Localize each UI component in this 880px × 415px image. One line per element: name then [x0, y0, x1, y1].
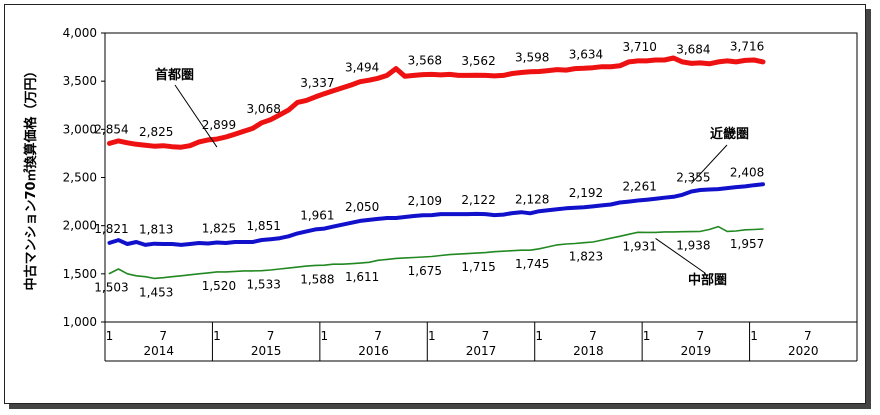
- x-month-tick-label: 1: [428, 329, 436, 343]
- data-label: 1,533: [246, 278, 280, 292]
- data-label: 1,453: [139, 285, 173, 299]
- chart-frame: 中古マンション70㎡換算価格（万円） 1,000 1,500 2,000 2,500 3…: [4, 4, 866, 404]
- x-month-tick-label: 7: [482, 329, 490, 343]
- data-label: 3,562: [461, 54, 495, 68]
- data-label: 1,825: [202, 222, 236, 236]
- x-month-tick-label: 1: [535, 329, 543, 343]
- plot-border: [104, 32, 858, 323]
- series-name-label: 中部圏: [688, 272, 727, 288]
- data-label: 1,503: [94, 281, 128, 295]
- series-label-leader: [691, 144, 728, 184]
- data-label: 1,851: [246, 219, 280, 233]
- series-name-label: 首都圏: [155, 67, 194, 83]
- x-year-label: 2015: [251, 344, 282, 358]
- data-label: 2,050: [345, 200, 379, 214]
- x-month-tick-label: 7: [374, 329, 382, 343]
- data-label: 2,854: [94, 122, 128, 136]
- x-month-tick-label: 7: [804, 329, 812, 343]
- data-label: 3,068: [246, 102, 280, 116]
- x-year-label: 2020: [788, 344, 819, 358]
- data-label: 3,684: [676, 42, 710, 56]
- data-label: 2,825: [139, 125, 173, 139]
- x-month-tick-label: 1: [106, 329, 114, 343]
- data-label: 2,122: [461, 193, 495, 207]
- data-label: 1,745: [515, 257, 549, 271]
- x-month-tick-label: 1: [321, 329, 329, 343]
- series-label-leader: [174, 84, 218, 148]
- x-year-label: 2014: [143, 344, 174, 358]
- data-label: 2,261: [622, 180, 656, 194]
- data-label: 2,128: [515, 192, 549, 206]
- x-year-label: 2017: [466, 344, 497, 358]
- y-tick-label: 1,500: [63, 267, 97, 281]
- data-label: 3,634: [569, 47, 603, 61]
- x-month-tick-label: 7: [697, 329, 705, 343]
- data-label: 1,588: [300, 272, 334, 286]
- series-label-leader: [655, 238, 706, 274]
- data-label: 1,931: [622, 239, 656, 253]
- y-axis-label-group: 中古マンション70㎡換算価格（万円）: [23, 64, 39, 290]
- y-axis-ticks: 1,000 1,500 2,000 2,500 3,000 3,500 4,000: [63, 26, 105, 329]
- data-label: 1,675: [408, 264, 442, 278]
- data-label: 2,355: [676, 170, 710, 184]
- data-label: 3,337: [300, 76, 334, 90]
- series-lines: [107, 55, 766, 280]
- data-label: 2,192: [569, 186, 603, 200]
- data-label: 1,611: [345, 270, 379, 284]
- y-axis-label: 中古マンション70㎡換算価格（万円）: [23, 64, 39, 290]
- y-tick-label: 3,000: [63, 122, 97, 136]
- y-tick-label: 1,000: [63, 315, 97, 329]
- data-label: 3,716: [730, 39, 764, 53]
- data-label: 3,494: [345, 61, 379, 75]
- data-label: 2,408: [730, 165, 764, 179]
- plot-area: [104, 32, 858, 323]
- line-chart: 中古マンション70㎡換算価格（万円） 1,000 1,500 2,000 2,500 3…: [23, 26, 858, 362]
- data-label: 1,823: [569, 250, 603, 264]
- x-year-label: 2016: [358, 344, 389, 358]
- data-label: 3,710: [622, 40, 656, 54]
- data-label: 1,715: [461, 260, 495, 274]
- data-label: 3,598: [515, 51, 549, 65]
- series-line-3: [108, 225, 764, 280]
- data-label: 1,813: [139, 223, 173, 237]
- x-month-tick-label: 7: [589, 329, 597, 343]
- x-month-tick-label: 7: [267, 329, 275, 343]
- y-tick-label: 3,500: [63, 74, 97, 88]
- data-labels: 2,854 2,825 2,899 3,068 3,337 3,494 3,568 3,562…: [94, 39, 764, 299]
- series-line-1: [107, 55, 766, 150]
- x-year-label: 2018: [573, 344, 604, 358]
- y-tick-label: 2,000: [63, 219, 97, 233]
- data-label: 2,899: [202, 118, 236, 132]
- data-label: 1,520: [202, 279, 236, 293]
- x-month-tick-label: 7: [159, 329, 167, 343]
- x-month-tick-label: 1: [643, 329, 651, 343]
- data-label: 1,957: [730, 237, 764, 251]
- x-month-tick-label: 1: [213, 329, 221, 343]
- series-line-2: [107, 182, 765, 247]
- x-year-label: 2019: [681, 344, 712, 358]
- y-tick-label: 2,500: [63, 171, 97, 185]
- data-label: 1,961: [300, 208, 334, 222]
- data-label: 1,938: [676, 239, 710, 253]
- data-label: 2,109: [408, 194, 442, 208]
- data-label: 3,568: [408, 54, 442, 68]
- data-label: 1,821: [94, 222, 128, 236]
- y-tick-label: 4,000: [63, 26, 97, 40]
- series-name-label: 近畿圏: [710, 126, 749, 142]
- x-month-tick-label: 1: [750, 329, 758, 343]
